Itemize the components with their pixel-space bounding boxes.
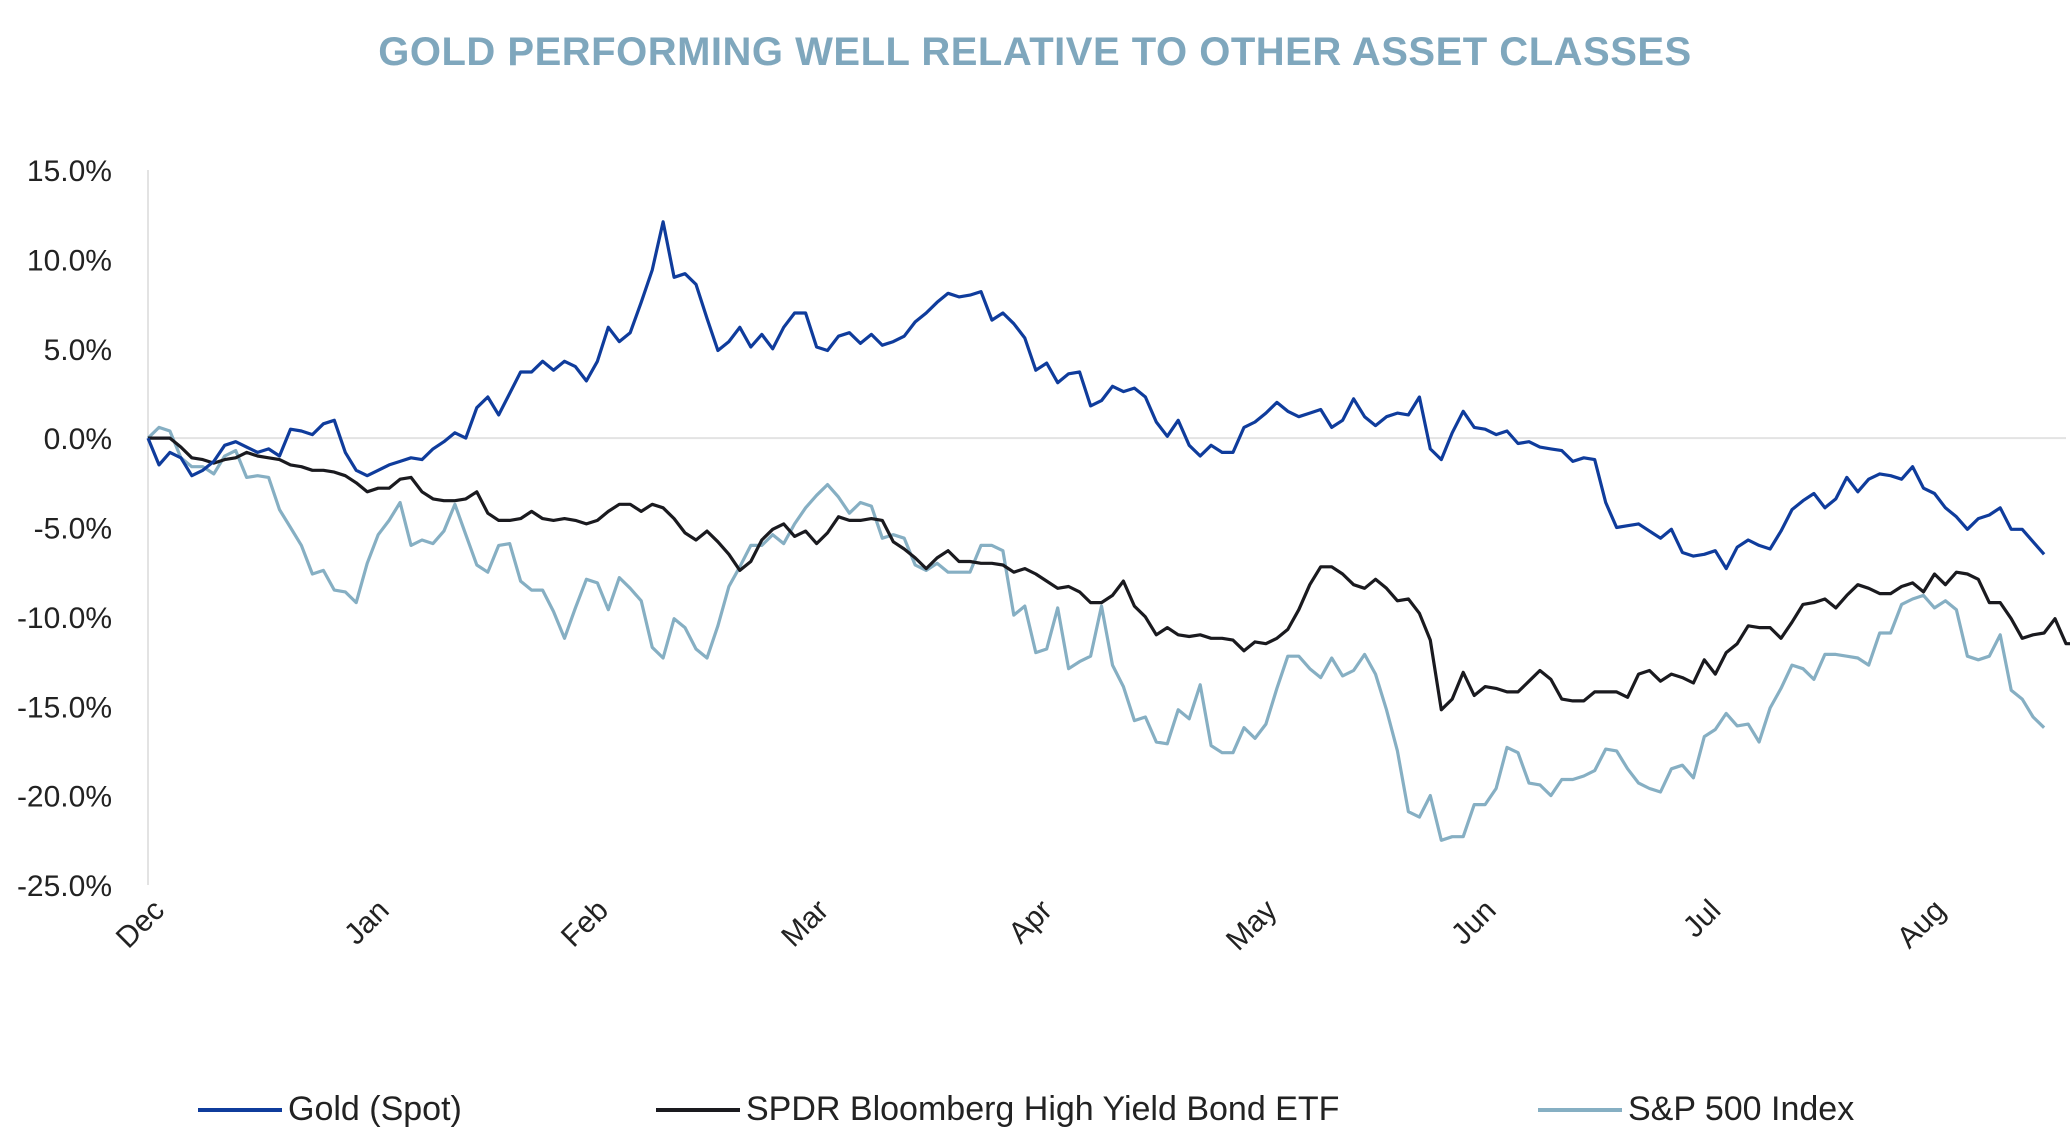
legend-swatch [656, 1107, 740, 1112]
legend-label: SPDR Bloomberg High Yield Bond ETF [746, 1090, 1340, 1128]
y-tick-label: -10.0% [17, 602, 112, 635]
legend-swatch [198, 1107, 282, 1112]
series-line [146, 425, 2046, 842]
legend-item: S&P 500 Index [1538, 1090, 1854, 1129]
y-tick-label: -25.0% [17, 870, 112, 903]
legend-label: Gold (Spot) [288, 1090, 462, 1128]
y-tick-label: -5.0% [34, 513, 112, 546]
x-tick-label: Mar [775, 894, 835, 954]
chart-legend: Gold (Spot) SPDR Bloomberg High Yield Bon… [0, 1090, 2070, 1130]
x-tick-label: May [1220, 894, 1283, 957]
x-tick-label: Apr [1002, 894, 1058, 950]
series-line [146, 220, 2046, 571]
legend-swatch [1538, 1107, 1622, 1112]
legend-item: SPDR Bloomberg High Yield Bond ETF [656, 1090, 1339, 1129]
line-chart: 15.0% 10.0% 5.0% 0.0% -5.0% -10.0% -15.0% -20.0… [17, 155, 2070, 957]
y-tick-label: -15.0% [17, 691, 112, 724]
y-tick-label: 0.0% [44, 423, 112, 456]
chart-series [146, 220, 2070, 842]
x-tick-label: Feb [555, 894, 615, 954]
chart-title: GOLD PERFORMING WELL RELATIVE TO OTHER A… [378, 30, 1692, 74]
y-tick-label: 15.0% [27, 155, 112, 188]
x-tick-label: Jun [1445, 894, 1503, 952]
y-tick-label: 5.0% [44, 334, 112, 367]
y-tick-label: -20.0% [17, 781, 112, 814]
legend-label: S&P 500 Index [1628, 1090, 1855, 1128]
legend-item: Gold (Spot) [198, 1090, 462, 1129]
y-tick-label: 10.0% [27, 244, 112, 277]
y-axis-tick-labels: 15.0% 10.0% 5.0% 0.0% -5.0% -10.0% -15.0% -20.0… [17, 155, 112, 903]
x-tick-label: Aug [1891, 894, 1952, 955]
chart-axes [147, 170, 2066, 885]
x-tick-label: Jan [338, 894, 396, 952]
x-tick-label: Jul [1677, 894, 1727, 944]
series-line [148, 436, 2070, 712]
x-tick-label: Dec [110, 894, 171, 955]
x-axis-tick-labels: Dec Jan Feb Mar Apr May Jun Jul Aug [110, 894, 1952, 957]
